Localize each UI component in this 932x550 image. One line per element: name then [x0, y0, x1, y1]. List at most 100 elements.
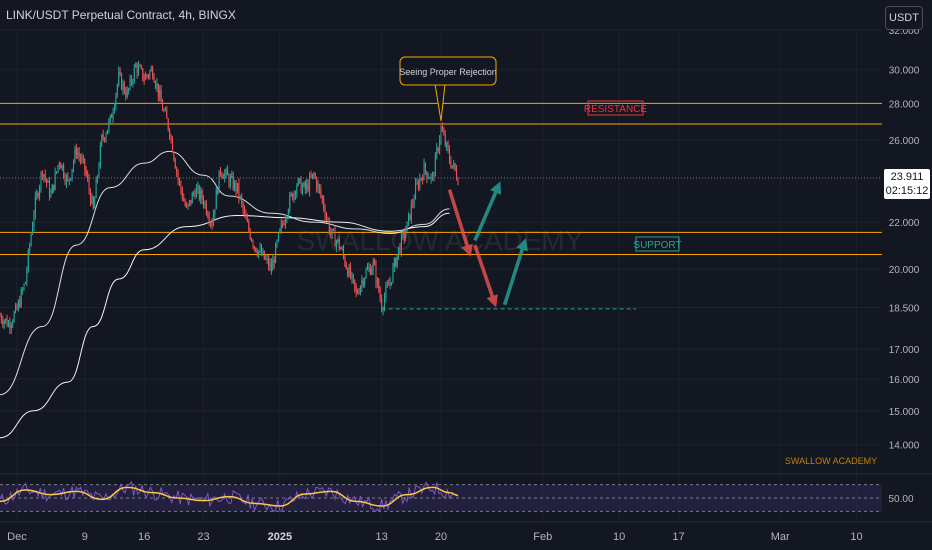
candle-body	[94, 198, 96, 209]
candle-body	[152, 68, 154, 77]
candle-body	[361, 280, 363, 287]
candle-body	[53, 184, 55, 190]
candle-body	[19, 301, 21, 307]
candle-body	[420, 177, 422, 179]
candle-body	[310, 176, 312, 178]
candle-body	[159, 90, 161, 97]
candle-body	[78, 152, 80, 157]
time-axis[interactable]: Dec 9 16 23 2025 13 20 Feb 10 17 Mar 10	[0, 521, 932, 543]
candle-body	[160, 90, 162, 103]
projection-arrow-up	[502, 238, 528, 306]
candle-body	[116, 84, 118, 95]
candle-body	[111, 115, 113, 118]
candle-body	[123, 82, 125, 93]
price-tick-label: 32.000	[889, 26, 920, 37]
candle-body	[280, 223, 282, 230]
candle-body	[253, 246, 255, 248]
candle-body	[413, 199, 415, 204]
candle-body	[70, 178, 72, 180]
candle-body	[293, 191, 295, 200]
candle-body	[130, 78, 132, 83]
projection-arrow-down	[447, 189, 473, 257]
candle-body	[365, 270, 367, 278]
candle-body	[210, 222, 212, 224]
candle-body	[266, 258, 268, 260]
candle-body	[235, 181, 237, 192]
candle-body	[173, 152, 175, 160]
candle-body	[82, 158, 84, 160]
candle-body	[224, 173, 226, 179]
candle-body	[105, 134, 107, 140]
price-tick-label: 22.000	[889, 218, 920, 229]
candle-body	[74, 148, 76, 162]
candle-body	[201, 190, 203, 200]
candle-body	[258, 250, 260, 256]
candle-body	[433, 174, 435, 177]
candle-body	[275, 243, 277, 263]
candle-body	[104, 137, 106, 140]
candle-body	[283, 224, 285, 226]
candle-body	[54, 172, 56, 190]
candle-body	[205, 202, 207, 214]
price-axis[interactable]: 32.000 30.000 28.000 26.000 22.000 20.000 18.5…	[889, 26, 920, 452]
candle-body	[204, 202, 206, 206]
candle-body	[84, 158, 86, 171]
candle-body	[379, 291, 381, 299]
candle-body	[415, 183, 417, 200]
support-label-box	[635, 236, 680, 252]
candle-body	[262, 250, 264, 255]
rsi-signal-line	[0, 480, 459, 513]
candle-body	[241, 196, 243, 203]
candle-body	[358, 293, 360, 295]
candle-body	[170, 137, 172, 139]
candle-body	[317, 184, 319, 189]
candle-body	[174, 159, 176, 169]
candle-body	[186, 205, 188, 207]
time-tick-label: 13	[376, 531, 388, 543]
candle-body	[232, 175, 234, 190]
candle-body	[321, 195, 323, 200]
countdown-timer: 02:15:12	[885, 185, 929, 197]
projection-arrows	[447, 181, 528, 308]
currency-button[interactable]: USDT	[885, 6, 923, 30]
candle-body	[119, 72, 121, 74]
resistance-label[interactable]: RESISTANCE	[584, 100, 647, 116]
candle-body	[351, 274, 353, 278]
candle-body	[426, 171, 428, 179]
candle-body	[29, 245, 31, 251]
candle-body	[316, 178, 318, 189]
resistance-label-box	[587, 100, 644, 116]
candle-body	[132, 81, 134, 83]
price-tick-label: 14.000	[889, 441, 920, 452]
callout[interactable]: Seeing Proper Rejection	[399, 56, 497, 122]
support-label[interactable]: SUPPORT	[633, 236, 682, 252]
candle-body	[129, 78, 131, 89]
candle-body	[221, 173, 223, 177]
candle-body	[218, 170, 220, 194]
price-tick-label: 30.000	[889, 65, 920, 76]
candle-body	[58, 163, 60, 166]
candle-body	[180, 181, 182, 191]
candle-body	[272, 259, 274, 271]
time-tick-label: 2025	[268, 531, 292, 543]
candle-body	[85, 170, 87, 176]
candle-body	[32, 226, 34, 235]
candle-body	[364, 277, 366, 285]
candle-body	[98, 166, 100, 176]
candle-body	[432, 174, 434, 176]
candle-body	[382, 308, 384, 311]
current-price-badge: 23.911 02:15:12	[884, 169, 930, 199]
projection-arrow-down	[473, 244, 498, 308]
candle-body	[347, 268, 349, 277]
candle-body	[368, 267, 370, 269]
candle-body	[416, 182, 418, 184]
candle-body	[184, 200, 186, 206]
candle-body	[313, 173, 315, 175]
candle-body	[359, 286, 361, 294]
candle-body	[97, 175, 99, 180]
candle-body	[24, 282, 26, 284]
brand-footer-text: SWALLOW ACADEMY	[785, 456, 877, 466]
candle-body	[290, 193, 292, 196]
candle-body	[412, 203, 414, 205]
